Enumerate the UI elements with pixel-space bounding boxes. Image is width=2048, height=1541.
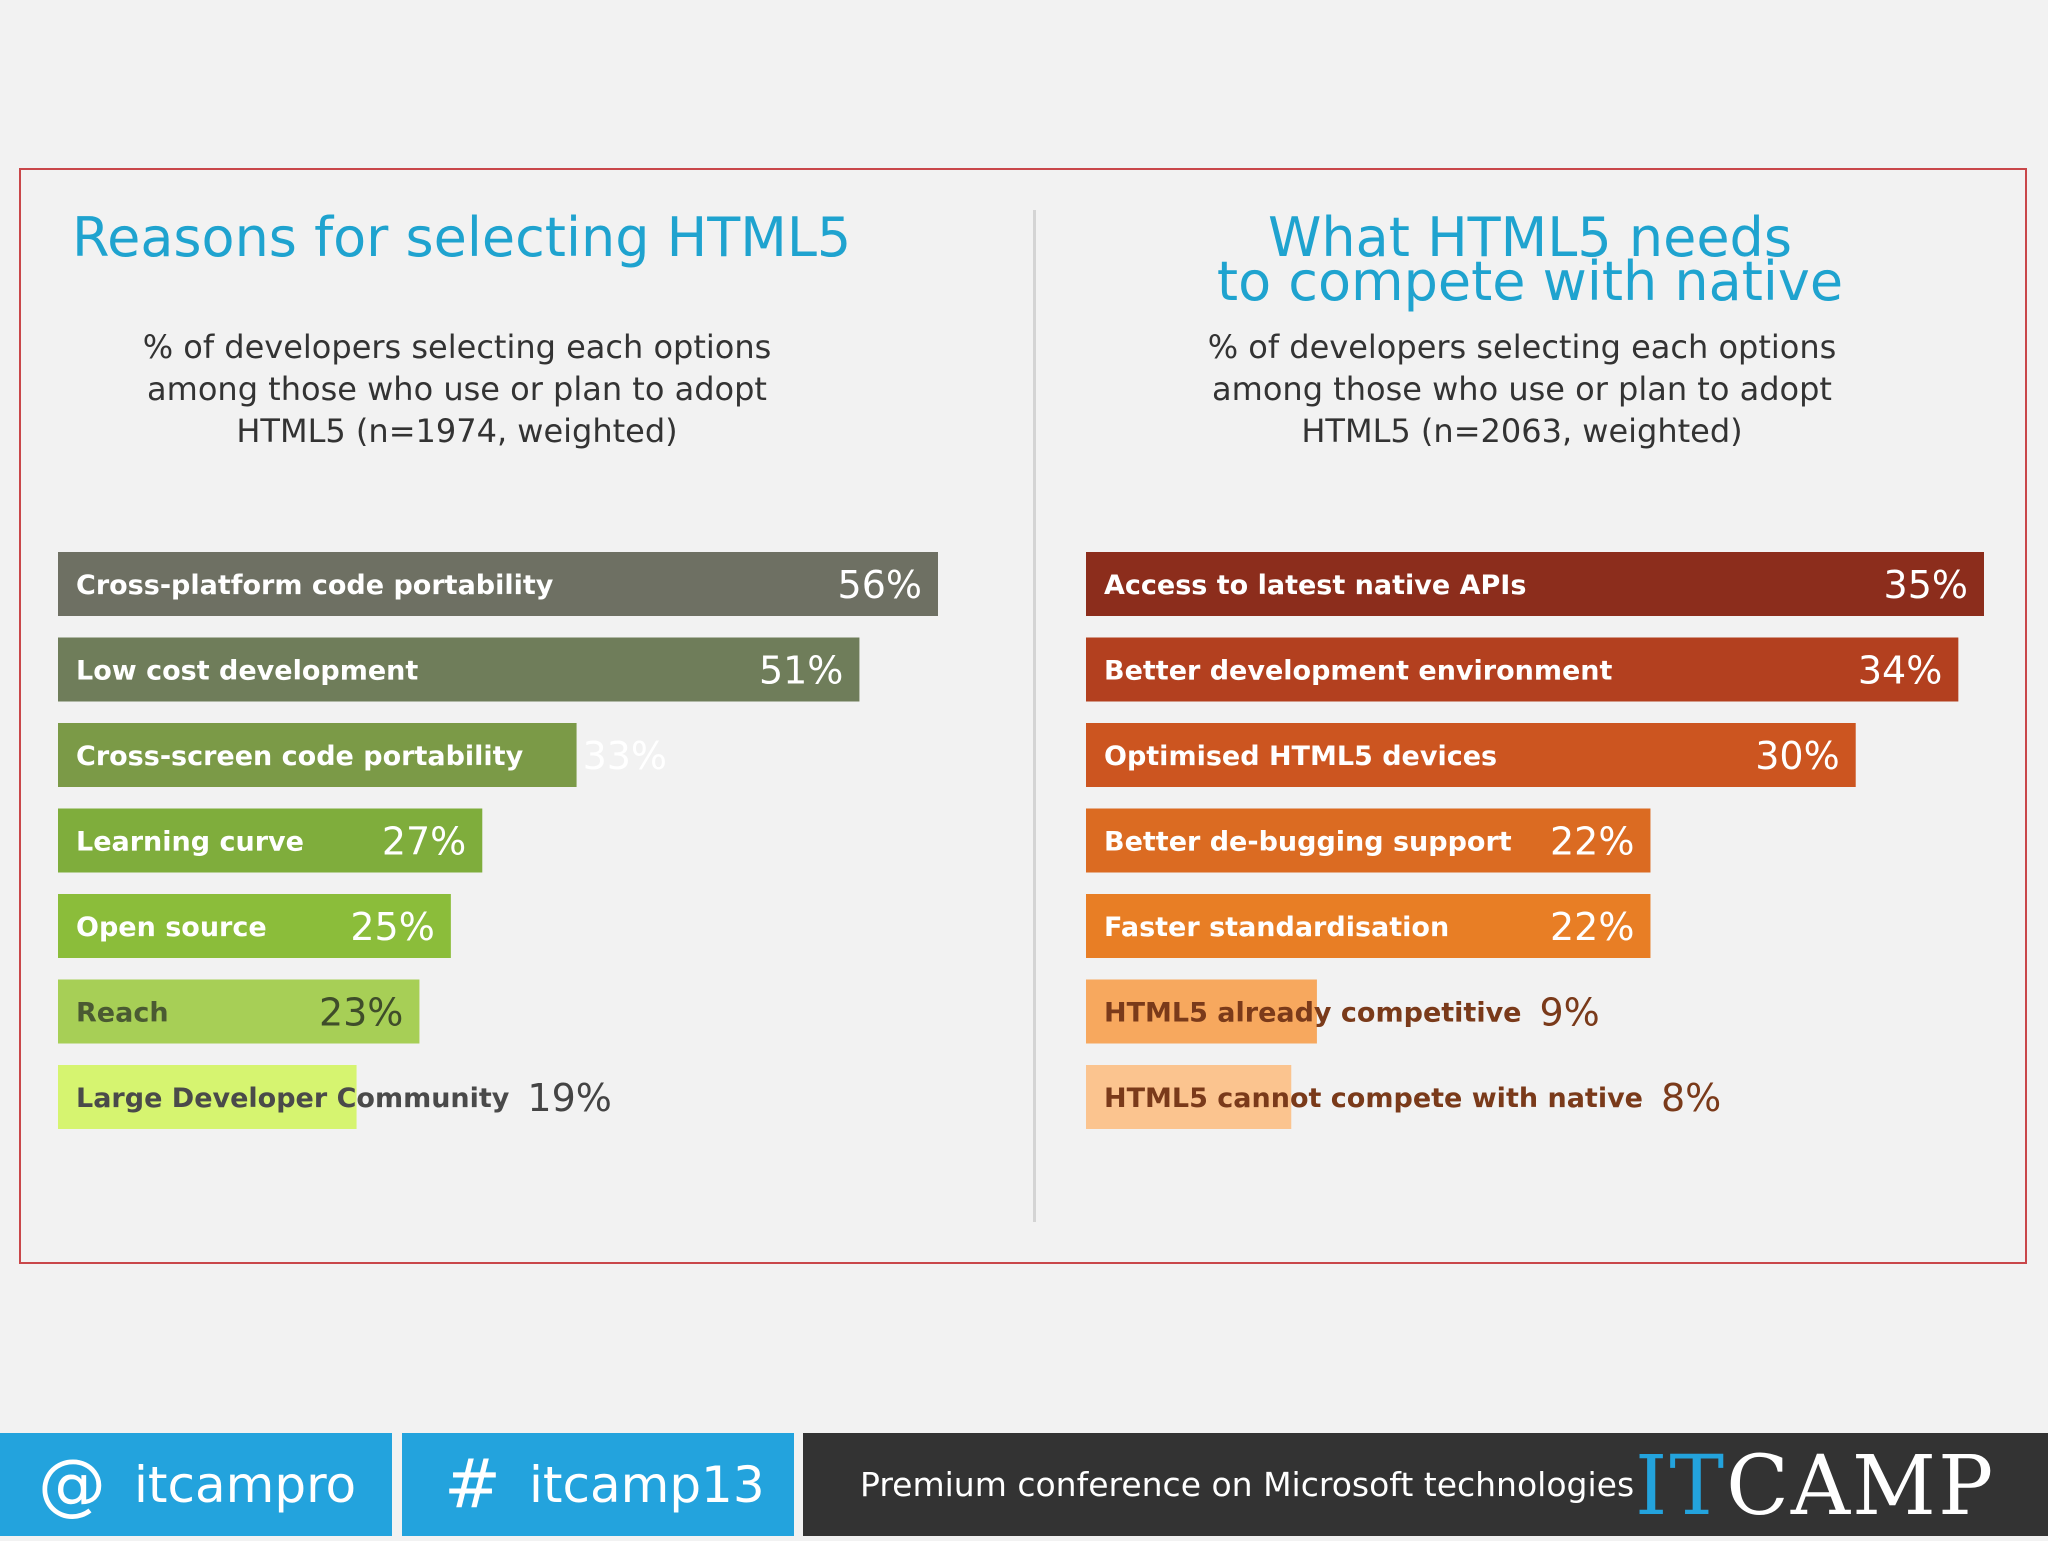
reasons-bar-label: Cross-screen code portability [76, 741, 524, 772]
needs-bar-label: HTML5 cannot compete with native [1104, 1083, 1643, 1114]
reasons-bar-row: Reach 23% [58, 979, 420, 1044]
needs-bar-label: Better de-bugging support [1104, 827, 1512, 858]
logo-it: IT [1635, 1439, 1727, 1534]
needs-bar [1086, 723, 1856, 787]
twitter-handle-box: @ itcampro [0, 1433, 392, 1536]
reasons-bar-chart: Cross-platform code portability 56% Low co… [58, 552, 938, 1129]
right-title-line-1: What HTML5 needs [1268, 206, 1792, 269]
needs-bar-label: Faster standardisation [1104, 912, 1449, 943]
needs-bar-row: Optimised HTML5 devices 30% [1086, 723, 1856, 787]
logo-camp: CAMP [1726, 1439, 1996, 1534]
reasons-bar-row: Open source 25% [58, 894, 451, 958]
reasons-bar-row: Large Developer Community 19% [58, 1065, 612, 1129]
reasons-bar-value: 56% [838, 563, 922, 607]
reasons-bar [58, 808, 483, 873]
conference-tagline: Premium conference on Microsoft technolo… [860, 1465, 1635, 1504]
needs-bar-row: Faster standardisation 22% [1086, 894, 1651, 958]
reasons-bar-row: Cross-screen code portability 33% [58, 723, 667, 787]
needs-bar-chart: Access to latest native APIs 35% Better de… [1086, 552, 1984, 1129]
right-subtitle-line-3: HTML5 (n=2063, weighted) [1301, 412, 1743, 450]
right-title-line-2: to compete with native [1216, 250, 1844, 313]
at-symbol: @ [38, 1444, 106, 1524]
needs-bar-label: HTML5 already competitive [1104, 998, 1522, 1029]
reasons-bar-row: Cross-platform code portability 56% [58, 552, 938, 616]
needs-bar-row: Better de-bugging support 22% [1086, 808, 1651, 873]
reasons-bar-row: Low cost development 51% [58, 637, 860, 702]
needs-bar-row: HTML5 cannot compete with native 8% [1086, 1065, 1721, 1129]
needs-bar-row: HTML5 already competitive 9% [1086, 979, 1600, 1044]
needs-bar-row: Access to latest native APIs 35% [1086, 552, 1984, 616]
reasons-bar [58, 637, 860, 702]
reasons-bar-value: 33% [583, 734, 667, 778]
needs-bar [1086, 552, 1984, 616]
footer-dark-section: Premium conference on Microsoft technolo… [803, 1433, 2048, 1536]
twitter-handle: itcampro [134, 1455, 357, 1514]
footer-bar: @ itcampro # itcamp13 Premium conference… [0, 1433, 2048, 1536]
hashtag: itcamp13 [528, 1455, 765, 1514]
needs-bar-label: Access to latest native APIs [1104, 570, 1526, 601]
hash-symbol: # [444, 1444, 501, 1524]
needs-bar-row: Better development environment 34% [1086, 637, 1959, 702]
reasons-bar-label: Low cost development [76, 656, 418, 687]
reasons-bar [58, 552, 938, 616]
reasons-bar-label: Learning curve [76, 827, 304, 858]
itcamp-logo: ITCAMP [1635, 1433, 1995, 1536]
needs-bar-label: Optimised HTML5 devices [1104, 741, 1497, 772]
needs-bar-value: 34% [1858, 649, 1942, 693]
reasons-bar [58, 979, 420, 1044]
left-subtitle-line-2: among those who use or plan to adopt [147, 370, 767, 408]
reasons-bar-label: Reach [76, 998, 169, 1029]
needs-bar [1086, 979, 1317, 1044]
reasons-bar-label: Cross-platform code portability [76, 570, 554, 601]
reasons-bar-value: 25% [350, 905, 434, 949]
reasons-bar [58, 1065, 357, 1129]
needs-bar [1086, 894, 1651, 958]
hashtag-box: # itcamp13 [402, 1433, 794, 1536]
left-subtitle-line-1: % of developers selecting each options [142, 328, 772, 366]
left-subtitle-line-3: HTML5 (n=1974, weighted) [236, 412, 678, 450]
reasons-bar [58, 894, 451, 958]
needs-bar-value: 9% [1540, 991, 1600, 1035]
reasons-bar-value: 27% [382, 820, 466, 864]
right-subtitle-line-1: % of developers selecting each options [1207, 328, 1837, 366]
needs-bar-value: 22% [1550, 820, 1634, 864]
needs-bar-value: 30% [1755, 734, 1839, 778]
reasons-bar-label: Open source [76, 912, 267, 943]
reasons-bar-value: 51% [759, 649, 843, 693]
right-panel-subtitle: % of developers selecting each options a… [1122, 326, 1922, 452]
reasons-bar-row: Learning curve 27% [58, 808, 483, 873]
needs-bar-value: 22% [1550, 905, 1634, 949]
reasons-bar [58, 723, 577, 787]
needs-bar-label: Better development environment [1104, 656, 1613, 687]
right-panel-title: What HTML5 needs to compete with native [1140, 206, 1920, 313]
needs-bar [1086, 1065, 1292, 1129]
needs-bar-value: 8% [1661, 1076, 1721, 1120]
right-subtitle-line-2: among those who use or plan to adopt [1212, 370, 1832, 408]
reasons-bar-value: 23% [319, 991, 403, 1035]
left-panel-subtitle: % of developers selecting each options a… [57, 326, 857, 452]
panel-divider [1033, 210, 1036, 1222]
reasons-bar-label: Large Developer Community [76, 1083, 510, 1114]
reasons-bar-value: 19% [527, 1076, 611, 1120]
needs-bar [1086, 808, 1651, 873]
left-panel-title: Reasons for selecting HTML5 [72, 206, 852, 269]
needs-bar-value: 35% [1884, 563, 1968, 607]
needs-bar [1086, 637, 1959, 702]
